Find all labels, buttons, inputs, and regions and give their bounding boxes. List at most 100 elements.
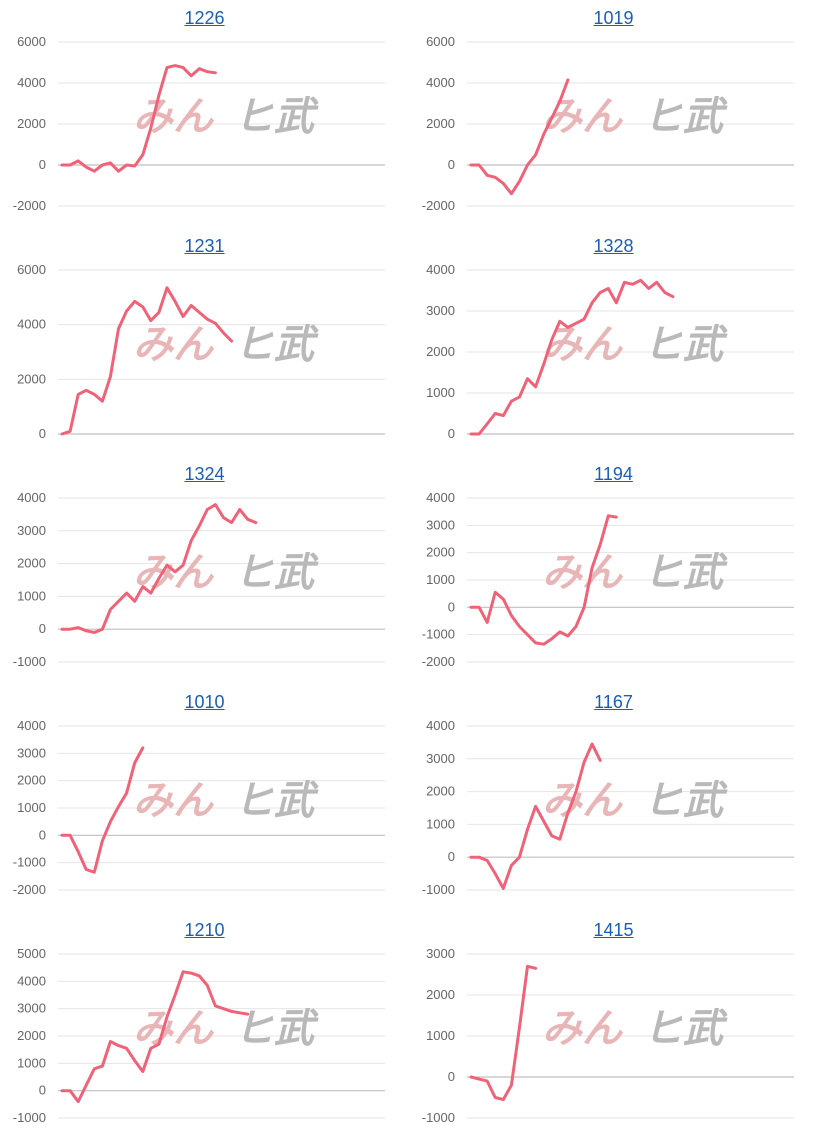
chart-title-link[interactable]: 1328 — [593, 236, 634, 256]
line-chart: 4000 3000 2000 1000 0 -1000 みん ヒ武 — [13, 490, 385, 669]
watermark-right: ヒ武 — [643, 95, 728, 139]
y-tick-label: 4000 — [17, 490, 46, 505]
chart-title-link[interactable]: 1324 — [184, 464, 225, 484]
y-tick-label: 4000 — [426, 718, 455, 733]
y-tick-label: 3000 — [17, 1001, 46, 1016]
y-tick-label: -1000 — [422, 882, 455, 897]
y-tick-label: 2000 — [17, 116, 46, 131]
series-line — [60, 970, 250, 1104]
y-tick-label: 0 — [39, 426, 46, 441]
watermark-right: ヒ武 — [234, 95, 319, 139]
chart-panel: 1019 6000 4000 2000 0 -2000 みん ヒ武 — [409, 0, 818, 228]
chart-panel: 1010 4000 3000 2000 1000 0 -1000 -2000 みん ヒ武 — [0, 684, 409, 912]
y-tick-label: -1000 — [422, 1110, 455, 1125]
y-tick-label: 3000 — [17, 745, 46, 760]
watermark-left: みん — [133, 323, 215, 367]
line-chart: 6000 4000 2000 0 みん ヒ武 — [17, 262, 385, 441]
series-line — [469, 742, 602, 890]
y-tick-label: 5000 — [17, 946, 46, 961]
y-tick-label: 4000 — [426, 490, 455, 505]
y-tick-label: 2000 — [17, 371, 46, 386]
line-chart: 4000 3000 2000 1000 0 -1000 -2000 みん ヒ武 — [13, 718, 385, 897]
y-tick-label: 0 — [39, 827, 46, 842]
series-line — [60, 286, 234, 436]
watermark-left: みん — [542, 551, 624, 595]
y-tick-label: 0 — [448, 849, 455, 864]
chart-panel: 1415 3000 2000 1000 0 -1000 みん ヒ武 — [409, 912, 818, 1140]
chart-panel: 1324 4000 3000 2000 1000 0 -1000 みん ヒ武 — [0, 456, 409, 684]
watermark-right: ヒ武 — [643, 1007, 728, 1051]
y-tick-label: 2000 — [426, 987, 455, 1002]
y-tick-label: 4000 — [426, 75, 455, 90]
y-tick-label: 6000 — [17, 34, 46, 49]
line-chart: 3000 2000 1000 0 -1000 みん ヒ武 — [422, 946, 794, 1125]
y-tick-label: -1000 — [422, 627, 455, 642]
y-tick-label: 1000 — [426, 572, 455, 587]
y-tick-label: 6000 — [17, 262, 46, 277]
watermark-right: ヒ武 — [643, 323, 728, 367]
y-tick-label: 0 — [448, 157, 455, 172]
y-tick-label: 4000 — [426, 262, 455, 277]
y-tick-label: 4000 — [17, 718, 46, 733]
watermark-right: ヒ武 — [643, 779, 728, 823]
y-tick-label: 0 — [39, 157, 46, 172]
y-tick-label: 3000 — [426, 303, 455, 318]
line-chart: 4000 3000 2000 1000 0 -1000 みん ヒ武 — [422, 718, 794, 897]
chart-title-link[interactable]: 1167 — [594, 692, 633, 712]
watermark-right: ヒ武 — [643, 551, 728, 595]
chart-title-link[interactable]: 1231 — [184, 236, 225, 256]
y-tick-label: 0 — [39, 621, 46, 636]
y-tick-label: -2000 — [13, 198, 46, 213]
y-tick-label: 4000 — [17, 973, 46, 988]
series-line — [469, 964, 538, 1102]
line-chart: 4000 3000 2000 1000 0 みん ヒ武 — [426, 262, 794, 441]
y-tick-label: 2000 — [426, 344, 455, 359]
series-line — [60, 64, 217, 173]
chart-panel: 1194 4000 3000 2000 1000 0 -1000 -2000 みん ヒ武 — [409, 456, 818, 684]
chart-panel: 1167 4000 3000 2000 1000 0 -1000 みん ヒ武 — [409, 684, 818, 912]
y-tick-label: 2000 — [426, 116, 455, 131]
y-tick-label: 0 — [448, 1069, 455, 1084]
series-line — [469, 78, 570, 196]
watermark-left: みん — [133, 95, 215, 139]
watermark-left: みん — [542, 1007, 624, 1051]
y-tick-label: -1000 — [13, 855, 46, 870]
series-line — [60, 746, 145, 874]
y-tick-label: 4000 — [17, 317, 46, 332]
line-chart: 6000 4000 2000 0 -2000 みん ヒ武 — [13, 34, 385, 213]
chart-panel: 1231 6000 4000 2000 0 みん ヒ武 — [0, 228, 409, 456]
chart-title-link[interactable]: 1019 — [593, 8, 634, 28]
y-tick-label: 1000 — [17, 1055, 46, 1070]
line-chart: 4000 3000 2000 1000 0 -1000 -2000 みん ヒ武 — [422, 490, 794, 669]
watermark-left: みん — [542, 323, 624, 367]
watermark-right: ヒ武 — [234, 551, 319, 595]
watermark-left: みん — [542, 95, 624, 139]
chart-panel: 1226 6000 4000 2000 0 -2000 みん ヒ武 — [0, 0, 409, 228]
y-tick-label: -1000 — [13, 654, 46, 669]
y-tick-label: 1000 — [17, 588, 46, 603]
y-tick-label: -2000 — [13, 882, 46, 897]
y-tick-label: -2000 — [422, 654, 455, 669]
chart-title-link[interactable]: 1010 — [184, 692, 225, 712]
watermark-left: みん — [133, 779, 215, 823]
chart-panel: 1328 4000 3000 2000 1000 0 みん ヒ武 — [409, 228, 818, 456]
y-tick-label: 1000 — [17, 800, 46, 815]
chart-title-link[interactable]: 1194 — [594, 464, 633, 484]
chart-title-link[interactable]: 1415 — [593, 920, 634, 940]
y-tick-label: 3000 — [426, 751, 455, 766]
y-tick-label: 0 — [39, 1083, 46, 1098]
y-tick-label: 4000 — [17, 75, 46, 90]
y-tick-label: 2000 — [426, 545, 455, 560]
y-tick-label: 3000 — [426, 517, 455, 532]
y-tick-label: 1000 — [426, 385, 455, 400]
y-tick-label: 1000 — [426, 1028, 455, 1043]
y-tick-label: 6000 — [426, 34, 455, 49]
y-tick-label: 3000 — [426, 946, 455, 961]
watermark-left: みん — [133, 551, 215, 595]
chart-title-link[interactable]: 1226 — [184, 8, 225, 28]
y-tick-label: 1000 — [426, 816, 455, 831]
y-tick-label: 2000 — [17, 556, 46, 571]
chart-title-link[interactable]: 1210 — [184, 920, 225, 940]
